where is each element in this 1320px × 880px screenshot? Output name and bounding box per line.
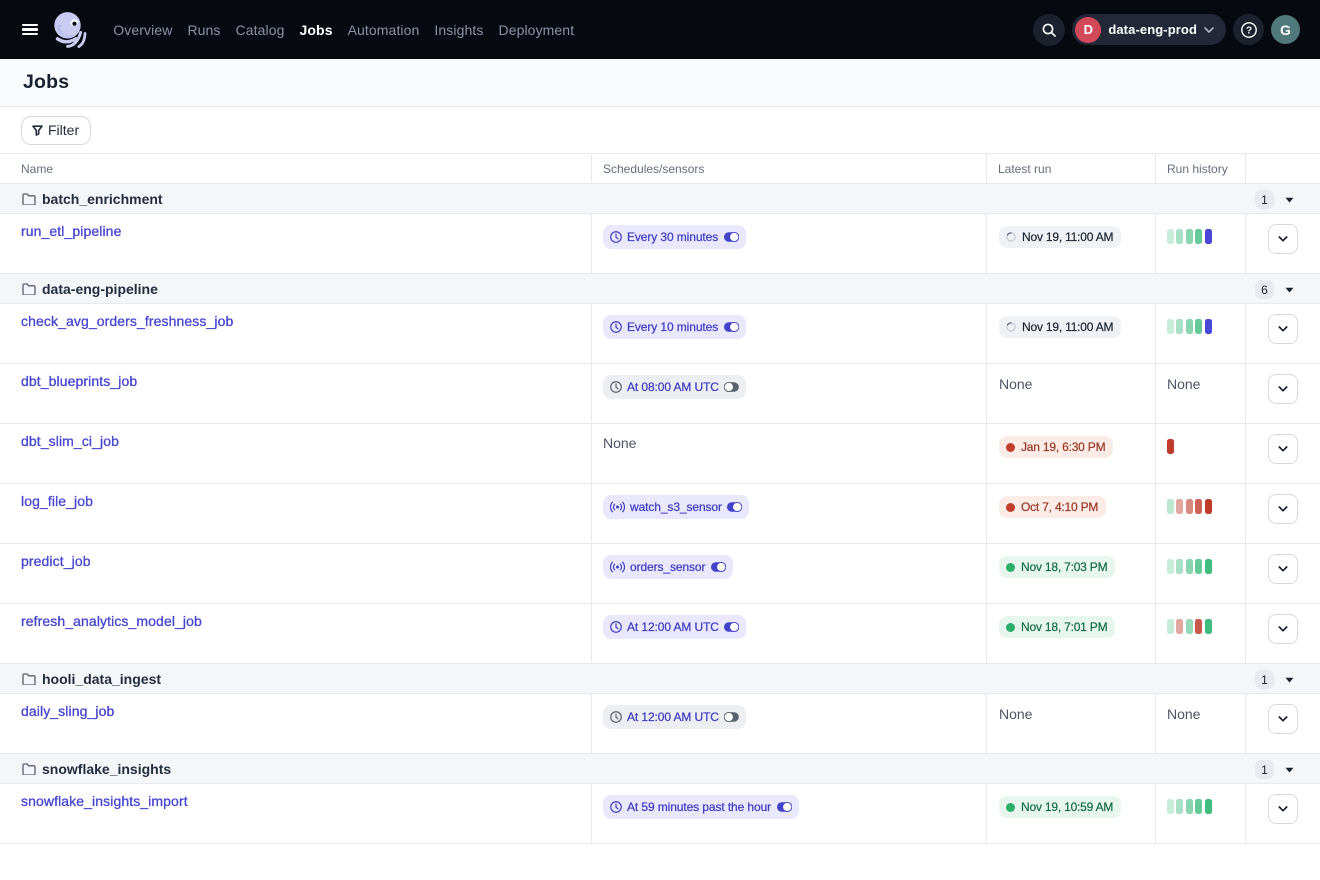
svg-text:?: ? — [1245, 25, 1251, 36]
